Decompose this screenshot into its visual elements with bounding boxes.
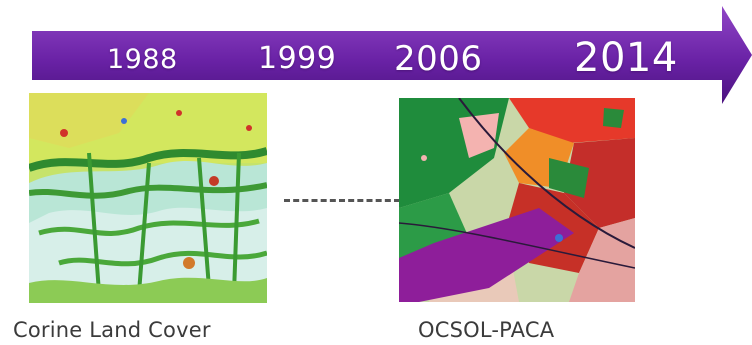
year-1999: 1999: [258, 41, 337, 76]
caption-ocsol-paca: OCSOL-PACA: [418, 318, 555, 342]
year-2006: 2006: [394, 39, 483, 79]
timeline-arrow: [32, 6, 752, 104]
corine-land-cover-map: [29, 93, 267, 303]
dashed-connector: [284, 199, 400, 202]
year-1988: 1988: [107, 44, 178, 75]
year-2014: 2014: [574, 35, 678, 81]
timeline-arrow-shape: [32, 6, 752, 104]
ocsol-paca-map: [399, 98, 635, 302]
caption-corine-land-cover: Corine Land Cover: [13, 318, 211, 342]
